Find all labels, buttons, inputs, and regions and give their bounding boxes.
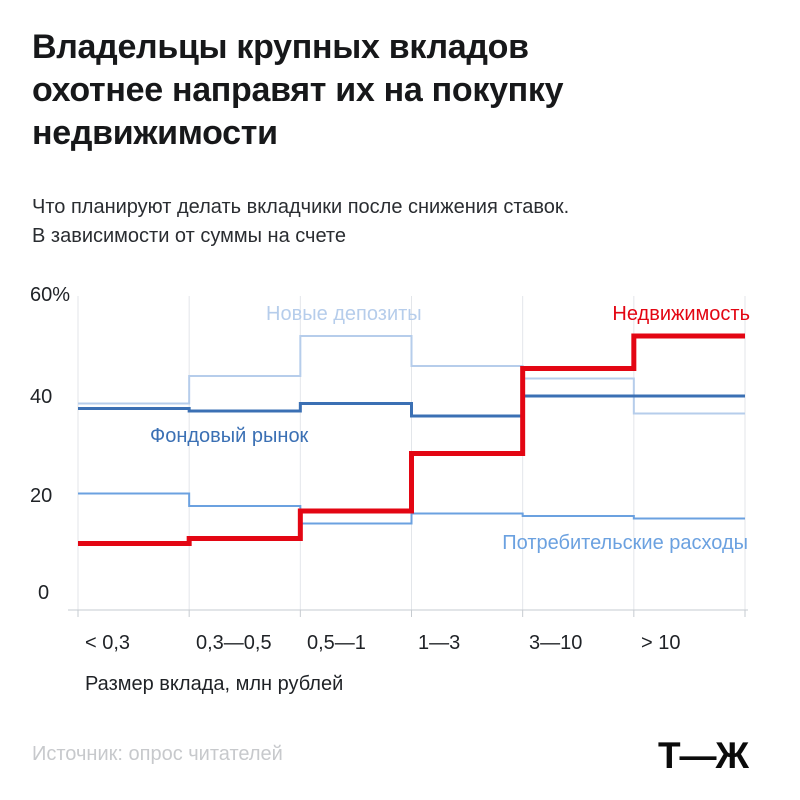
x-tick-5: 3—10 <box>529 632 583 654</box>
x-tick-4: 1—3 <box>418 632 461 654</box>
page-title: Владельцы крупных вкладов охотнее направ… <box>32 28 564 153</box>
tj-logo: Т—Ж <box>657 735 749 776</box>
page-subtitle: Что планируют делать вкладчики после сни… <box>32 196 570 247</box>
series-label-new-deposits: Новые депозиты <box>266 303 422 325</box>
y-tick-40: 40 <box>30 386 53 408</box>
y-tick-20: 20 <box>30 485 53 507</box>
series-label-stock-market: Фондовый рынок <box>150 425 309 447</box>
x-axis-title: Размер вклада, млн рублей <box>85 673 344 695</box>
series-line-2 <box>78 394 745 418</box>
series-label-consumer-spending: Потребительские расходы <box>502 532 748 554</box>
x-tick-2: 0,3—0,5 <box>196 632 272 654</box>
x-tick-3: 0,5—1 <box>307 632 366 654</box>
y-tick-60: 60% <box>30 284 71 306</box>
source-note: Источник: опрос читателей <box>32 743 283 765</box>
series-label-real-estate: Недвижимость <box>612 303 750 325</box>
y-tick-0: 0 <box>38 582 50 604</box>
x-tick-6: > 10 <box>641 632 681 654</box>
x-tick-1: < 0,3 <box>85 632 131 654</box>
series-line-0 <box>78 335 745 415</box>
series-line-3 <box>78 333 745 546</box>
series-line-1 <box>78 492 745 525</box>
